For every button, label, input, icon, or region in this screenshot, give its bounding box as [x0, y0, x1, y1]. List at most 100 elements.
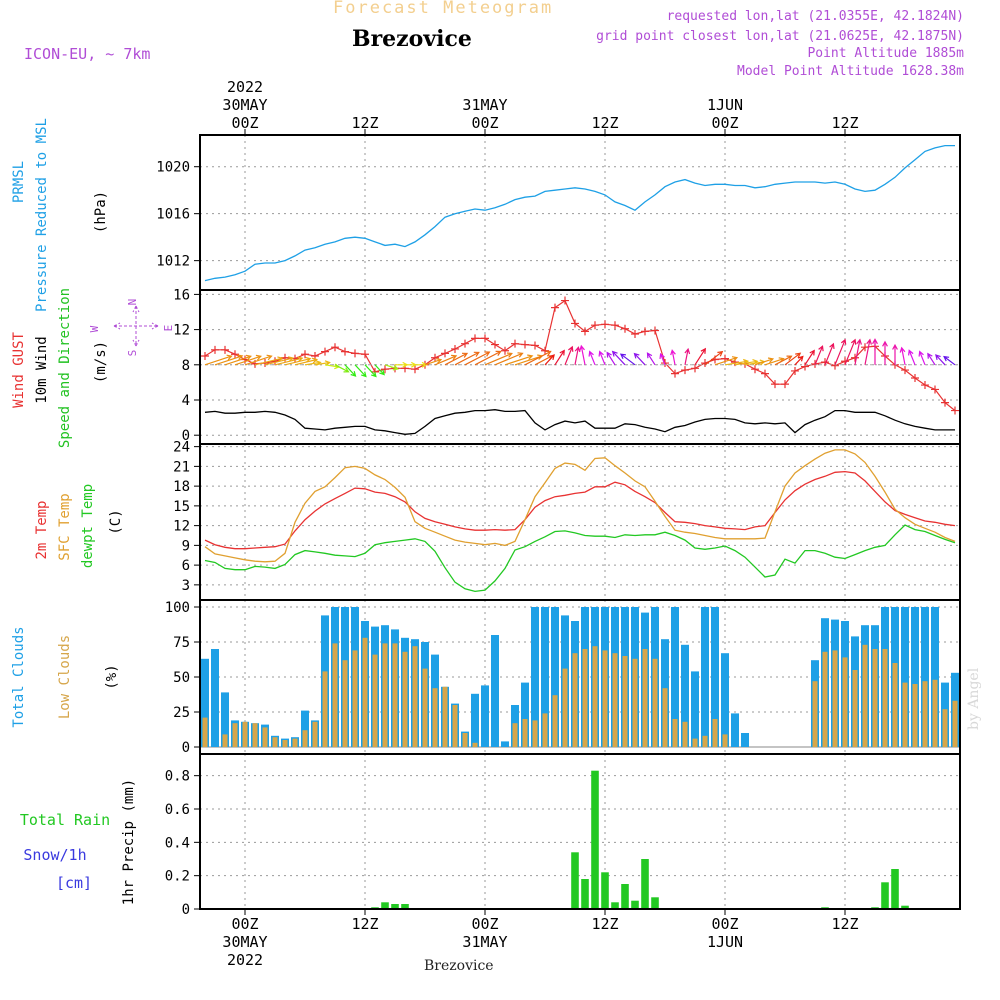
wind-direction-arrow [633, 352, 646, 366]
low-cloud-bar [322, 671, 328, 747]
wind-label-unit: (m/s) [93, 341, 109, 383]
gust-marker [461, 339, 469, 348]
wind-direction-arrow [611, 350, 626, 366]
rain-bar [601, 872, 609, 909]
bottom-time-label: 00Z [231, 915, 258, 933]
total-cloud-bar [301, 710, 309, 747]
wind-direction-arrow [334, 364, 350, 373]
wind-direction-arrow [434, 354, 458, 366]
low-cloud-bar [442, 686, 448, 747]
top-date-label: 30MAY [222, 96, 267, 114]
total-cloud-bar [541, 607, 549, 747]
low-cloud-bar [702, 735, 708, 747]
gust-line [204, 299, 956, 412]
total-cloud-bar [471, 693, 479, 747]
gust-marker [521, 340, 529, 349]
temp-ytick-label: 24 [173, 440, 190, 456]
low-cloud-bar [822, 651, 828, 747]
model-label: ICON-EU, ~ 7km [24, 45, 151, 63]
gust-marker [611, 321, 619, 330]
wind-ytick-label: 4 [182, 393, 190, 409]
gust-marker [621, 324, 629, 333]
low-cloud-bar [382, 643, 388, 747]
wind-ytick-label: 12 [173, 323, 190, 339]
wind-direction-arrow [899, 346, 906, 365]
wind-direction-arrow [474, 350, 502, 366]
temp-ytick-label: 6 [182, 558, 190, 574]
rain-bar [571, 852, 579, 909]
wind-direction-arrow [374, 364, 385, 376]
low-cloud-bar [422, 668, 428, 747]
wind-direction-arrow [844, 338, 857, 366]
wind-speed-line [204, 409, 955, 435]
pressure-ytick-label: 1016 [156, 207, 190, 223]
wind-direction-arrow [314, 360, 331, 366]
wind-direction-arrow [579, 344, 586, 365]
temp-ytick-label: 15 [173, 499, 190, 515]
wind-direction-arrow [464, 351, 491, 366]
pressure-ytick-label: 1020 [156, 160, 190, 176]
wind-direction-arrow [364, 364, 377, 378]
precip-ytick-label: 0.2 [165, 869, 190, 885]
low-cloud-bar [602, 650, 608, 747]
wind-direction-arrow [774, 355, 793, 366]
low-cloud-bar [672, 719, 678, 747]
wind-direction-arrow [524, 350, 552, 366]
gust-marker [201, 352, 209, 360]
rain-bar [381, 902, 389, 909]
gust-marker [361, 350, 369, 359]
wind-direction-arrow [943, 355, 956, 366]
wind-ytick-label: 16 [173, 287, 190, 303]
low-cloud-bar [862, 644, 868, 747]
low-cloud-bar [692, 738, 698, 747]
top-year-label: 2022 [227, 78, 263, 96]
temp-ytick-label: 3 [182, 578, 190, 594]
gust-marker [431, 353, 439, 362]
low-cloud-bar [912, 684, 918, 747]
gust-marker [781, 380, 789, 389]
rain-bar [881, 882, 889, 909]
precip-label-unit: 1hr Precip (mm) [121, 779, 137, 905]
wind-direction-arrow [704, 350, 724, 366]
total-cloud-bar [671, 607, 679, 747]
wind-direction-arrow [224, 354, 252, 366]
total-cloud-bar [921, 607, 929, 747]
total-cloud-bar [531, 607, 539, 747]
rain-bar [891, 869, 899, 909]
gust-marker [571, 319, 579, 328]
low-cloud-bar [452, 705, 458, 747]
wind-direction-arrow [892, 343, 898, 365]
rain-bar [621, 884, 629, 909]
wind-direction-arrow [646, 352, 656, 366]
temp-label-dewpt: dewpt Temp [80, 484, 96, 568]
wind-direction-arrow [854, 338, 862, 365]
wind-direction-arrow [927, 352, 936, 366]
low-cloud-bar [542, 713, 548, 747]
wind-direction-arrow [354, 364, 367, 378]
gust-marker [351, 349, 359, 358]
low-cloud-bar [202, 717, 208, 747]
low-cloud-bar [282, 740, 288, 747]
low-cloud-bar [632, 658, 638, 747]
total-cloud-bar [501, 741, 509, 747]
gust-marker [751, 365, 759, 374]
total-cloud-bar [731, 713, 739, 747]
wind-direction-arrow [714, 356, 739, 366]
gust-marker [921, 381, 929, 390]
low-cloud-bar [612, 653, 618, 747]
location-title: Brezovice [352, 26, 472, 52]
wind-label-direction: Speed and Direction [57, 288, 73, 448]
model-altitude: Model Point Altitude 1628.38m [737, 64, 964, 79]
wind-direction-arrow [234, 354, 262, 366]
low-cloud-bar [572, 653, 578, 747]
top-time-label: 12Z [831, 114, 858, 132]
rain-bar [901, 905, 909, 909]
wind-direction-arrow [214, 354, 244, 366]
low-cloud-bar [662, 688, 668, 747]
rain-bar [391, 904, 399, 909]
low-cloud-bar [622, 656, 628, 747]
wind-direction-arrow [935, 354, 946, 366]
low-cloud-bar [892, 663, 898, 747]
wind-direction-arrow [606, 351, 616, 366]
wind-direction-arrow [864, 338, 872, 365]
